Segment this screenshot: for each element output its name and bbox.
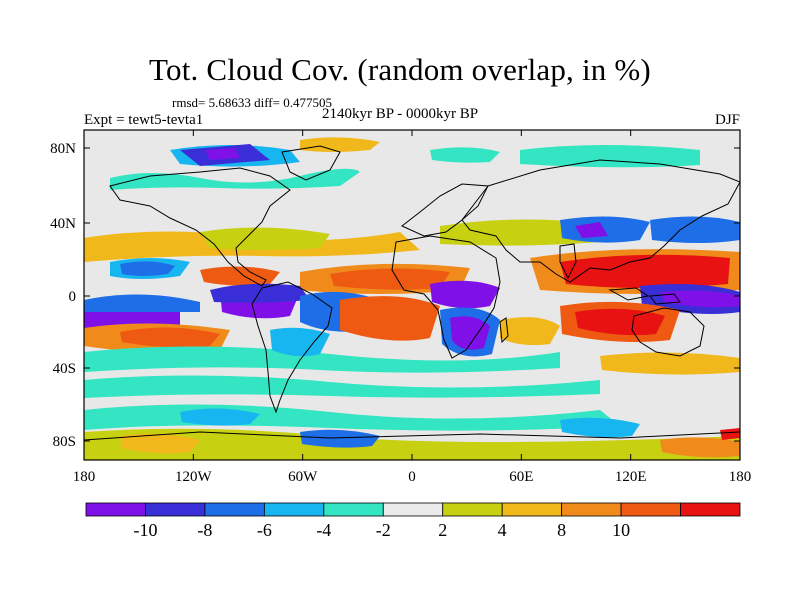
- x-tick-label: 180: [73, 469, 96, 485]
- colorbar-swatch: [680, 502, 741, 517]
- colorbar-label: -6: [257, 520, 272, 540]
- colorbar-label: -4: [316, 520, 331, 540]
- x-tick-label: 180: [729, 469, 752, 485]
- chart-title: Tot. Cloud Cov. (random overlap, in %): [149, 52, 651, 87]
- x-tick-label: 60E: [509, 469, 533, 485]
- season-label: DJF: [714, 112, 740, 128]
- colorbar-swatch: [561, 502, 622, 517]
- colorbar-label: 4: [498, 520, 507, 540]
- colorbar-label: 2: [438, 520, 447, 540]
- colorbar-swatch: [382, 502, 444, 517]
- x-tick-label: 0: [408, 469, 416, 485]
- colorbar-label: -2: [376, 520, 391, 540]
- colorbar-label: -8: [197, 520, 212, 540]
- x-tick-label: 60W: [288, 469, 318, 485]
- x-tick-label: 120W: [175, 469, 213, 485]
- colorbar-swatch: [501, 502, 563, 517]
- y-tick-label: 80S: [53, 434, 76, 450]
- colorbar-swatch: [263, 502, 325, 517]
- y-tick-label: 40S: [53, 361, 76, 377]
- colorbar-swatch: [204, 502, 265, 517]
- map-axes: 180 120W 60W 0 60E 120E 180 80N 40N 0 40S 80S: [50, 130, 751, 485]
- period-label: 2140kyr BP - 0000kyr BP: [322, 106, 479, 122]
- colorbar-swatch: [620, 502, 681, 517]
- y-tick-label: 40N: [50, 216, 76, 232]
- colorbar-label: 10: [612, 520, 630, 540]
- colorbar-swatch: [145, 502, 206, 517]
- stats-text: rmsd= 5.68633 diff= 0.477505: [172, 95, 332, 110]
- y-tick-label: 80N: [50, 141, 76, 157]
- colorbar-swatch: [442, 502, 503, 517]
- anomaly-field: [84, 130, 740, 460]
- coastlines: [84, 145, 740, 441]
- colorbar: -10 -8 -6 -4 -2 2 4 8 10: [85, 502, 741, 540]
- colorbar-label: 8: [557, 520, 566, 540]
- colorbar-swatch: [85, 502, 146, 517]
- colorbar-swatch: [323, 502, 384, 517]
- experiment-label: Expt = tewt5-tevta1: [84, 112, 204, 128]
- y-tick-label: 0: [69, 289, 77, 305]
- x-tick-label: 120E: [615, 469, 647, 485]
- colorbar-label: -10: [133, 520, 157, 540]
